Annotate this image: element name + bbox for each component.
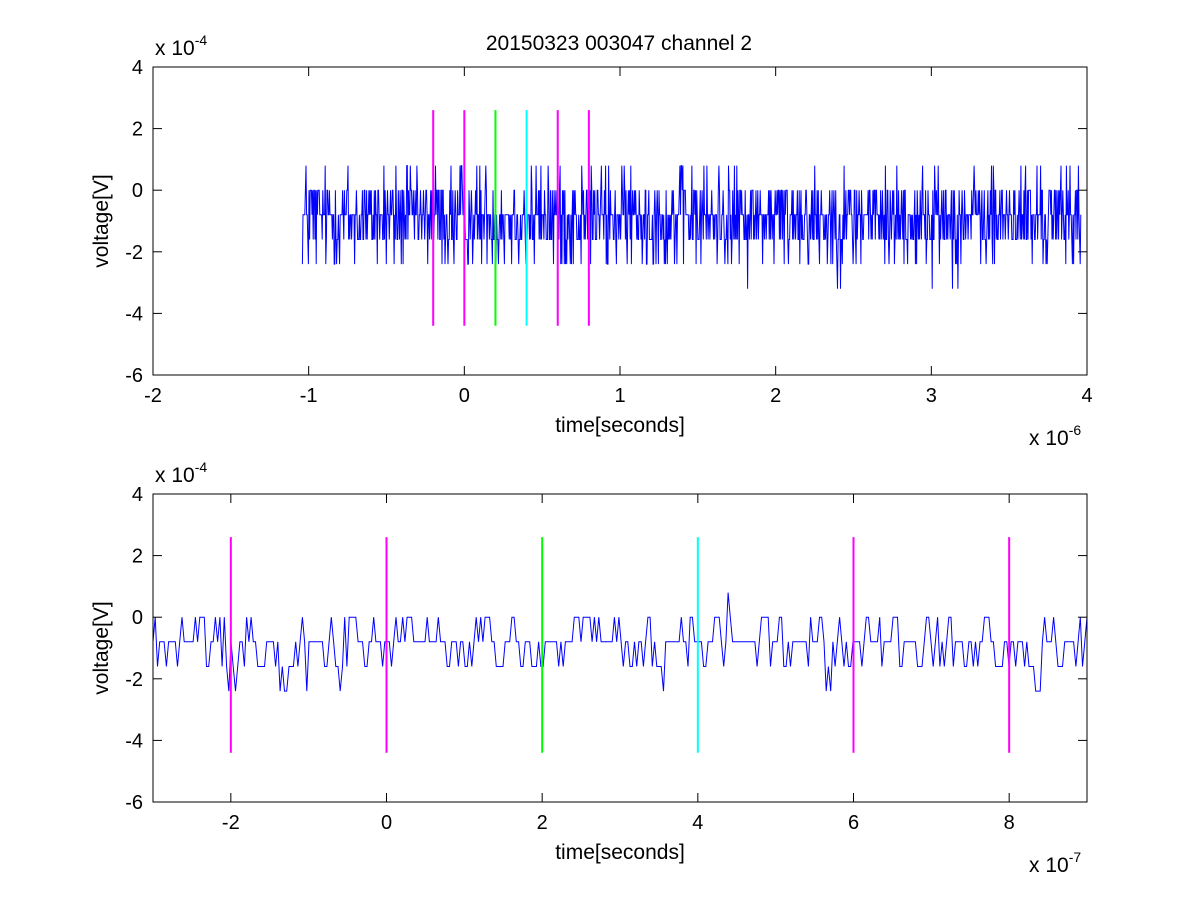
x-tick-label: 8 bbox=[1004, 812, 1015, 834]
signal-series-line bbox=[301, 165, 1082, 289]
x-tick-label: 0 bbox=[459, 385, 470, 407]
y-tick-label: 0 bbox=[132, 180, 143, 202]
y-tick-label: 0 bbox=[132, 607, 143, 629]
x-tick-label: 4 bbox=[1081, 385, 1092, 407]
y-tick-label: -6 bbox=[125, 365, 143, 387]
top-y-multiplier: x 10-4 bbox=[155, 32, 207, 60]
signal-series-line bbox=[152, 592, 1088, 692]
y-tick-label: -4 bbox=[125, 730, 143, 752]
x-tick-label: 4 bbox=[692, 812, 703, 834]
x-tick-label: 1 bbox=[614, 385, 625, 407]
top-x-multiplier: x 10-6 bbox=[1029, 422, 1081, 450]
bottom-y-axis-label: voltage[V] bbox=[90, 601, 113, 694]
y-tick-label: 4 bbox=[132, 484, 143, 506]
x-tick-label: 0 bbox=[381, 812, 392, 834]
y-tick-label: -2 bbox=[125, 242, 143, 264]
x-tick-label: -2 bbox=[222, 812, 240, 834]
y-tick-label: 2 bbox=[132, 546, 143, 568]
top-y-axis-label: voltage[V] bbox=[90, 174, 113, 267]
x-tick-label: -2 bbox=[144, 385, 162, 407]
x-tick-label: 3 bbox=[926, 385, 937, 407]
top-x-axis-label: time[seconds] bbox=[555, 414, 685, 437]
bottom-x-multiplier: x 10-7 bbox=[1029, 849, 1081, 877]
bottom-axes-frame bbox=[152, 493, 1088, 803]
y-tick-label: -6 bbox=[125, 792, 143, 814]
x-tick-label: 2 bbox=[537, 812, 548, 834]
bottom-panel: -2 0 2 4 6 8 -6 -4 -2 0 2 4 time[seconds] voltage[V… bbox=[90, 459, 1088, 877]
bottom-x-axis-label: time[seconds] bbox=[555, 841, 685, 864]
y-tick-label: 4 bbox=[132, 57, 143, 79]
top-panel: -2 -1 0 1 2 3 4 -6 -4 -2 0 2 4 time[seconds] voltage… bbox=[90, 32, 1093, 450]
x-tick-label: 6 bbox=[848, 812, 859, 834]
bottom-y-multiplier: x 10-4 bbox=[155, 459, 207, 487]
y-tick-label: 2 bbox=[132, 119, 143, 141]
figure-title: 20150323 003047 channel 2 bbox=[486, 32, 752, 55]
x-tick-label: 2 bbox=[770, 385, 781, 407]
y-tick-label: -2 bbox=[125, 669, 143, 691]
y-tick-label: -4 bbox=[125, 303, 143, 325]
x-tick-label: -1 bbox=[300, 385, 318, 407]
